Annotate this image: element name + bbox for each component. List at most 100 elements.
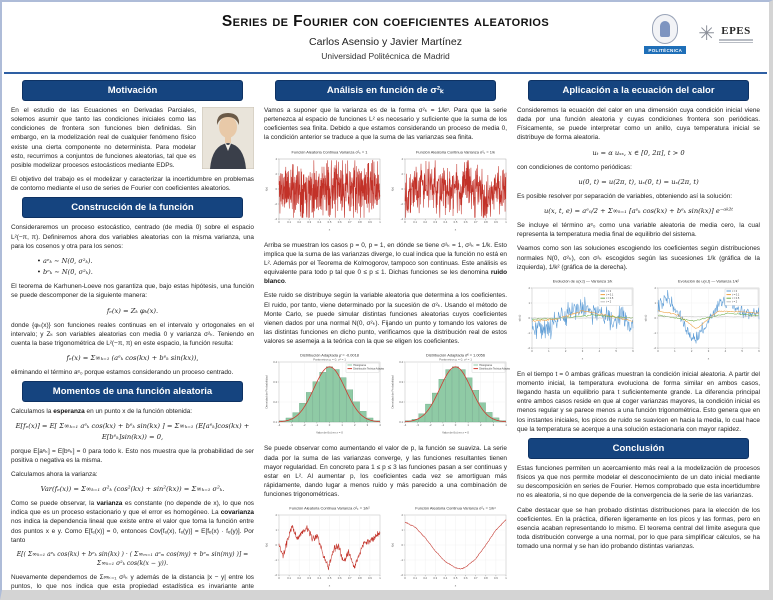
svg-text:2: 2: [691, 349, 693, 353]
svg-text:1: 1: [548, 349, 550, 353]
svg-text:-2: -2: [275, 202, 278, 206]
svg-text:x: x: [329, 584, 331, 588]
svg-text:0.8: 0.8: [358, 576, 362, 580]
construccion-paragraph-1: Consideraremos un proceso estocástico, c…: [11, 224, 254, 250]
svg-text:3: 3: [493, 424, 495, 428]
aplicacion-paragraph-1: Consideremos la ecuación del calor en un…: [517, 107, 760, 142]
svg-text:-2: -2: [429, 424, 432, 428]
formula-contorno-periodico: u(0, t) = u(2π, t), uₓ(0, t) = uₓ(2π, t): [578, 177, 699, 186]
svg-text:1: 1: [276, 528, 278, 532]
chart-evolucion-calor-1k: Evolución de u(x,t) — Varianza 1/k 0 1 2 3 4 5…: [517, 277, 637, 366]
section-heading-momentos: Momentos de una función aleatoria: [23, 382, 242, 402]
svg-text:Función Aleatoria Continua Var: Función Aleatoria Continua Varianza σ²ₖ …: [292, 149, 368, 154]
svg-text:2: 2: [529, 286, 531, 290]
svg-text:0: 0: [276, 543, 278, 547]
svg-text:0.4: 0.4: [444, 220, 448, 224]
svg-text:Evolución de u(x,t) — Varianza: Evolución de u(x,t) — Varianza 1/k: [553, 278, 613, 283]
svg-text:0.9: 0.9: [368, 220, 372, 224]
svg-text:3: 3: [582, 349, 584, 353]
svg-text:0.5: 0.5: [328, 220, 332, 224]
epes-star-icon: ✳: [698, 23, 715, 45]
svg-text:-4: -4: [404, 424, 407, 428]
construccion-bullets: aᵉₖ ∼ N(0, σ²ₖ). bᵉₖ ∼ N(0, σ²ₖ).: [11, 256, 254, 278]
svg-text:0.3: 0.3: [307, 220, 311, 224]
svg-text:0.4: 0.4: [318, 220, 322, 224]
svg-text:2: 2: [402, 513, 404, 517]
construccion-paragraph-2: El teorema de Karhunen-Loeve nos garanti…: [11, 283, 254, 300]
svg-text:Valor de f(x) en x = 0: Valor de f(x) en x = 0: [442, 431, 469, 435]
svg-text:5: 5: [741, 349, 743, 353]
svg-text:0.7: 0.7: [474, 220, 478, 224]
svg-text:1: 1: [379, 576, 381, 580]
svg-text:Función Aleatoria Continua Var: Función Aleatoria Continua Varianza σ²ₖ …: [416, 149, 495, 154]
momentos-paragraph-2: porque E[aᵉₖ] = E[bᵉₖ] = 0 para todo k. …: [11, 447, 254, 464]
formula-ecuacion-calor: uₜ = α uₓₓ, x ∈ [0, 2π], t > 0: [592, 148, 685, 157]
svg-text:Parámetros μ = 0, σ² = 1: Parámetros μ = 0, σ² = 1: [313, 358, 346, 362]
svg-text:2: 2: [276, 172, 278, 176]
poster-authors: Carlos Asensio y Javier Martínez: [309, 36, 462, 48]
svg-text:Histograma: Histograma: [353, 364, 366, 367]
logo-group: POLITÉCNICA ✳ EPES: [644, 14, 753, 54]
svg-text:-1: -1: [528, 331, 531, 335]
svg-text:0.6: 0.6: [464, 576, 468, 580]
momentos-paragraph-3: Calculamos ahora la varianza:: [11, 470, 98, 478]
bullet-coseno: aᵉₖ ∼ N(0, σ²ₖ).: [37, 256, 254, 267]
svg-text:3: 3: [367, 424, 369, 428]
upm-seal-icon: [652, 14, 679, 44]
bullet-seno: bᵉₖ ∼ N(0, σ²ₖ).: [37, 267, 254, 278]
svg-text:-1: -1: [442, 424, 445, 428]
svg-text:0.8: 0.8: [484, 220, 488, 224]
svg-text:2: 2: [480, 424, 482, 428]
svg-text:Distribución Teórica Adaptada: Distribución Teórica Adaptada: [479, 368, 510, 371]
svg-text:1: 1: [505, 576, 507, 580]
svg-text:6: 6: [758, 349, 760, 353]
section-heading-analisis: Análisis en función de σ²ₖ: [276, 81, 495, 100]
svg-text:0.9: 0.9: [494, 220, 498, 224]
svg-text:x: x: [329, 227, 331, 231]
svg-text:t = 2: t = 2: [732, 300, 738, 303]
svg-text:0: 0: [404, 576, 406, 580]
svg-text:0.4: 0.4: [444, 576, 448, 580]
svg-text:0.3: 0.3: [399, 380, 403, 384]
svg-text:0.6: 0.6: [338, 576, 342, 580]
svg-text:4: 4: [276, 157, 278, 161]
svg-text:0.2: 0.2: [423, 576, 427, 580]
momentos-paragraph-4: Como se puede observar, la varianza es c…: [11, 500, 254, 544]
epes-sublines: [719, 38, 753, 43]
svg-text:0.5: 0.5: [454, 576, 458, 580]
aplicacion-paragraph-2: con condiciones de contorno periódicas:: [517, 163, 632, 171]
svg-text:-2: -2: [275, 573, 278, 577]
svg-text:Función Aleatoria Continua Var: Función Aleatoria Continua Varianza σ²ₖ …: [415, 506, 496, 511]
svg-text:6: 6: [632, 349, 634, 353]
svg-text:0: 0: [402, 543, 404, 547]
svg-text:0.2: 0.2: [273, 400, 277, 404]
chart-evolucion-calor-1k2: Evolución de u(x,t) — Varianza 1/k² 0 1 2 3 4…: [643, 277, 763, 366]
svg-text:0.3: 0.3: [273, 380, 277, 384]
svg-text:0: 0: [531, 349, 533, 353]
conclusion-paragraph-2: Cabe destacar que se han probado distint…: [517, 506, 760, 551]
formula-esperanza: E[fₑ(x)] = E[ Σ∞ₖ₌₁ aᵉₖ cos(kx) + bᵉₖ si…: [15, 422, 250, 441]
formula-covarianza: E[( Σ∞ₖ₌₁ aᵉₖ cos(kx) + bᵉₖ sin(kx) ) · …: [16, 550, 249, 567]
motivacion-paragraph-2: El objetivo del trabajo es el modelizar …: [11, 176, 254, 193]
formula-solucion-calor: u(x, t, e) = aᵉ₀/2 + Σ∞ₖ₌₁ [aᵉₖ cos(kx) …: [543, 207, 734, 216]
svg-text:0.8: 0.8: [358, 220, 362, 224]
svg-text:0: 0: [276, 187, 278, 191]
formula-serie-fourier: fₑ(x) = Σ∞ₖ₌₁ (aᵉₖ cos(kx) + bᵉₖ sin(kx)…: [66, 354, 199, 363]
svg-text:-3: -3: [290, 424, 293, 428]
svg-text:0: 0: [278, 576, 280, 580]
svg-text:1: 1: [402, 528, 404, 532]
upm-logo: POLITÉCNICA: [644, 14, 687, 54]
poster-title: Series de Fourier con coeficientes aleat…: [221, 13, 550, 30]
svg-text:2: 2: [402, 172, 404, 176]
svg-text:4: 4: [599, 349, 601, 353]
svg-text:0: 0: [278, 220, 280, 224]
poster-header: Series de Fourier con coeficientes aleat…: [2, 2, 769, 72]
svg-text:Evolución de u(x,t) — Varianza: Evolución de u(x,t) — Varianza 1/k²: [678, 278, 740, 283]
svg-text:t = 2: t = 2: [606, 300, 612, 303]
chart-distribucion-izquierda: Distribución Adaptada μ̂ = -0.0018 Paráme…: [264, 351, 386, 440]
svg-text:2: 2: [655, 286, 657, 290]
svg-text:x: x: [708, 356, 710, 360]
motivacion-paragraph-1: En el estudio de las Ecuaciones en Deriv…: [11, 107, 196, 169]
svg-text:0: 0: [657, 349, 659, 353]
aplicacion-paragraph-4: Se incluye el término aᵉ₀ como una varia…: [517, 222, 760, 239]
